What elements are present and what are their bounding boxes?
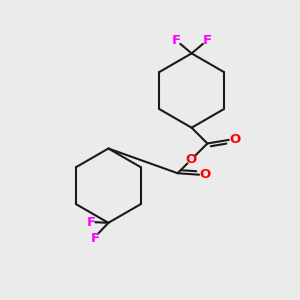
Text: O: O <box>185 153 197 166</box>
Text: O: O <box>229 134 240 146</box>
Text: O: O <box>199 168 211 181</box>
Text: F: F <box>91 232 100 245</box>
Text: F: F <box>172 34 181 47</box>
Text: F: F <box>202 34 211 47</box>
Text: F: F <box>87 216 96 229</box>
